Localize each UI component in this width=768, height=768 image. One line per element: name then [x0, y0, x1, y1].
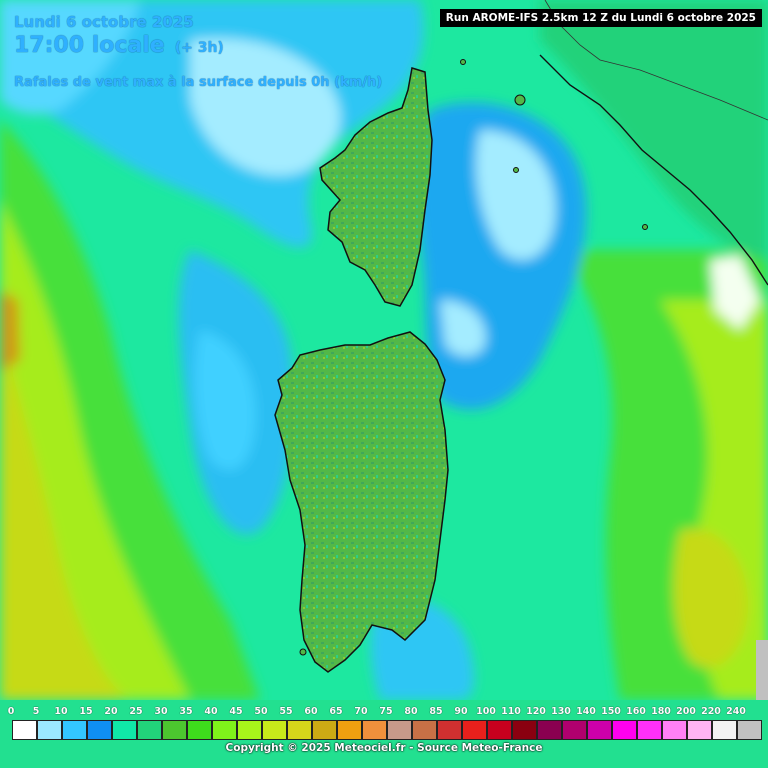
elba-island [514, 94, 526, 106]
legend-tick-label: 220 [701, 706, 721, 717]
legend-swatch [362, 720, 387, 740]
forecast-time-value: 17:00 locale [14, 33, 165, 58]
legend-tick-label: 55 [279, 706, 293, 717]
no-data-strip [756, 640, 768, 700]
legend-tick-label: 40 [204, 706, 218, 717]
legend-tick-label: 240 [726, 706, 746, 717]
legend-tick-label: 65 [329, 706, 343, 717]
legend-swatch [687, 720, 712, 740]
legend-swatch [37, 720, 62, 740]
sardinia-islet [299, 648, 307, 656]
legend-swatch [437, 720, 462, 740]
forecast-offset: (+ 3h) [174, 40, 224, 56]
legend-swatch [637, 720, 662, 740]
legend-tick-label: 0 [7, 706, 15, 717]
wind-gust-map [0, 0, 768, 700]
legend-swatch [162, 720, 187, 740]
italy-coastline [539, 54, 768, 286]
color-scale-legend: 0 5 10 15 20 25 30 35 40 45 50 55 60 65 70 75 80 85 90 100 1… [0, 700, 768, 768]
legend-tick-label: 130 [551, 706, 571, 717]
legend-tick-label: 30 [154, 706, 168, 717]
sardinia-island [274, 331, 449, 673]
wind-zone-nw-blue [0, 0, 140, 115]
legend-swatch [662, 720, 687, 740]
legend-tick-label: 5 [32, 706, 40, 717]
legend-tick-label: 100 [476, 706, 496, 717]
legend-swatch [337, 720, 362, 740]
wind-zone-central-deepblue [194, 330, 256, 470]
legend-tick-label: 35 [179, 706, 193, 717]
legend-swatch [387, 720, 412, 740]
legend-swatch [112, 720, 137, 740]
italy-inland-border [544, 0, 768, 121]
wind-zone-west-orange [0, 290, 20, 372]
legend-swatch [487, 720, 512, 740]
giglio-island [642, 224, 648, 230]
legend-swatch [562, 720, 587, 740]
legend-tick-label: 50 [254, 706, 268, 717]
legend-tick-label: 45 [229, 706, 243, 717]
legend-swatch [12, 720, 37, 740]
legend-tick-label: 80 [404, 706, 418, 717]
wind-zone-east-lightblue-2 [440, 300, 486, 357]
legend-swatch [187, 720, 212, 740]
legend-swatch [237, 720, 262, 740]
legend-tick-label: 110 [501, 706, 521, 717]
montecristo-island [513, 167, 519, 173]
legend-tick-label: 85 [429, 706, 443, 717]
parameter-title: Rafales de vent max à la surface depuis … [14, 75, 383, 90]
legend-swatch [737, 720, 762, 740]
legend-swatch [587, 720, 612, 740]
wind-zone-east-patch [673, 528, 749, 668]
corsica-island [319, 67, 433, 307]
legend-tick-label: 140 [576, 706, 596, 717]
legend-tick-label: 160 [626, 706, 646, 717]
legend-swatch [712, 720, 737, 740]
legend-tick-label: 75 [379, 706, 393, 717]
wind-zone-italy-green [540, 0, 768, 260]
legend-tick-label: 25 [129, 706, 143, 717]
wind-zone-east-lightblue [476, 130, 556, 260]
wind-zone-west-olive [0, 330, 130, 700]
wind-zone-north-lightblue [190, 38, 341, 176]
forecast-time: 17:00 locale (+ 3h) [14, 33, 224, 58]
legend-tick-label: 70 [354, 706, 368, 717]
legend-tick-label: 180 [651, 706, 671, 717]
wind-zone-east-white [710, 255, 760, 330]
legend-tick-label: 200 [676, 706, 696, 717]
capraia-island [460, 59, 466, 65]
legend-swatch [87, 720, 112, 740]
legend-swatch [212, 720, 237, 740]
legend-tick-label: 150 [601, 706, 621, 717]
legend-swatch [512, 720, 537, 740]
run-info-box: Run AROME-IFS 2.5km 12 Z du Lundi 6 octo… [439, 9, 762, 27]
legend-tick-label: 20 [104, 706, 118, 717]
forecast-date: Lundi 6 octobre 2025 [14, 13, 194, 31]
legend-swatch [462, 720, 487, 740]
legend-swatch [287, 720, 312, 740]
legend-tick-label: 90 [454, 706, 468, 717]
legend-swatch [262, 720, 287, 740]
legend-swatch [137, 720, 162, 740]
legend-swatch [312, 720, 337, 740]
legend-swatch [62, 720, 87, 740]
legend-swatch [612, 720, 637, 740]
legend-tick-label: 15 [79, 706, 93, 717]
legend-tick-label: 10 [54, 706, 68, 717]
legend-swatch [537, 720, 562, 740]
copyright-text: Copyright © 2025 Meteociel.fr - Source M… [225, 742, 543, 754]
legend-tick-label: 120 [526, 706, 546, 717]
legend-swatch [412, 720, 437, 740]
legend-tick-label: 60 [304, 706, 318, 717]
